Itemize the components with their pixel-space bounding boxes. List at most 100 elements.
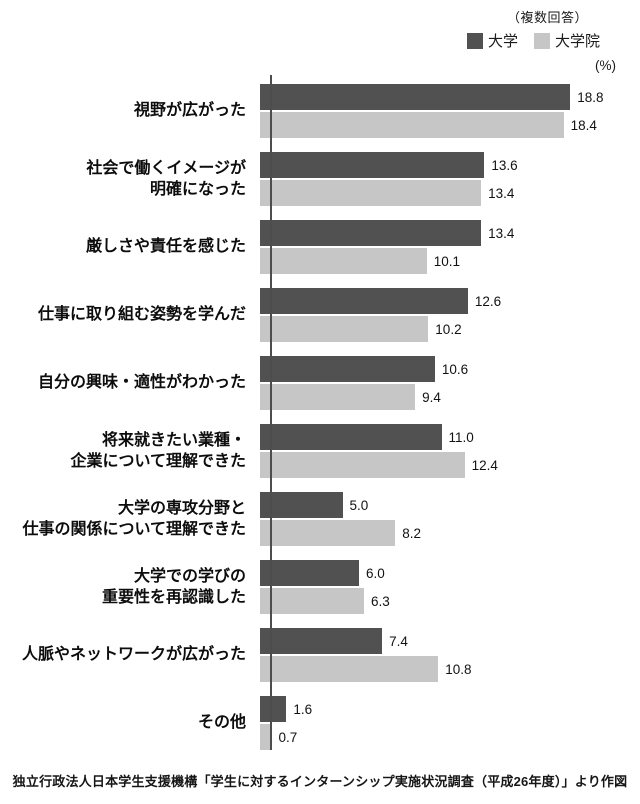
bar-university (260, 288, 468, 314)
chart-row: 社会で働くイメージが 明確になった 13.6 13.4 (0, 152, 640, 206)
category-label: 人脈やネットワークが広がった (21, 646, 246, 664)
bar-line: 10.1 (260, 248, 640, 274)
percent-unit-label: (%) (595, 58, 616, 73)
bar-pair: 12.6 10.2 (258, 288, 640, 342)
category-label: 視野が広がった (133, 102, 246, 120)
value-label: 8.2 (402, 525, 422, 541)
bar-university (260, 424, 442, 450)
bar-pair: 10.6 9.4 (258, 356, 640, 410)
bar-line: 7.4 (260, 628, 640, 654)
bar-pair: 6.0 6.3 (258, 560, 640, 614)
bar-gradschool (260, 384, 416, 410)
bar-pair: 11.0 12.4 (258, 424, 640, 478)
bar-pair: 13.6 13.4 (258, 152, 640, 206)
bar-line: 12.6 (260, 288, 640, 314)
bar-gradschool (260, 180, 482, 206)
category-label: 社会で働くイメージが 明確になった (86, 159, 246, 198)
y-axis-line (270, 75, 272, 750)
category-label: 大学の専攻分野と 仕事の関係について理解できた (22, 499, 246, 538)
bar-gradschool (260, 588, 364, 614)
bar-line: 9.4 (260, 384, 640, 410)
value-label: 6.0 (366, 565, 385, 581)
value-label: 1.6 (293, 701, 313, 717)
bar-pair: 1.6 0.7 (258, 696, 640, 750)
chart-row: 自分の興味・適性がわかった 10.6 9.4 (0, 356, 640, 410)
bar-university (260, 628, 383, 654)
bar-line: 6.3 (260, 588, 640, 614)
bar-line: 18.4 (260, 112, 640, 138)
value-label: 12.6 (474, 293, 502, 309)
bar-university (260, 560, 359, 586)
chart-row: 人脈やネットワークが広がった 7.4 10.8 (0, 628, 640, 682)
bar-line: 18.8 (260, 84, 640, 110)
value-label: 7.4 (389, 633, 408, 649)
bar-gradschool (260, 248, 427, 274)
chart-row: 大学の専攻分野と 仕事の関係について理解できた 5.0 8.2 (0, 492, 640, 546)
value-label: 13.4 (488, 185, 515, 201)
chart-row: 仕事に取り組む姿勢を学んだ 12.6 10.2 (0, 288, 640, 342)
bar-university (260, 220, 482, 246)
bar-line: 10.6 (260, 356, 640, 382)
value-label: 10.6 (441, 361, 469, 377)
bar-line: 6.0 (260, 560, 640, 586)
legend-item-gradschool: 大学院 (533, 30, 600, 51)
category-label: 大学での学びの 重要性を再認識した (101, 567, 246, 606)
bar-line: 5.0 (260, 492, 640, 518)
bar-gradschool (260, 656, 439, 682)
chart-row: 厳しさや責任を感じた 13.4 10.1 (0, 220, 640, 274)
chart-row: 将来就きたい業種・ 企業について理解できた 11.0 12.4 (0, 424, 640, 478)
value-label: 18.4 (570, 117, 597, 133)
chart-row: 視野が広がった 18.8 18.4 (0, 84, 640, 138)
bar-line: 13.6 (260, 152, 640, 178)
bar-pair: 7.4 10.8 (258, 628, 640, 682)
category-label: 将来就きたい業種・ 企業について理解できた (70, 431, 246, 470)
value-label: 5.0 (349, 497, 369, 513)
bar-line: 12.4 (260, 452, 640, 478)
value-label: 13.4 (488, 225, 515, 241)
value-label: 12.4 (471, 457, 498, 473)
bar-line: 8.2 (260, 520, 640, 546)
bar-pair: 13.4 10.1 (258, 220, 640, 274)
chart-plot-area: 視野が広がった 18.8 18.4 社会で働くイメージが 明確になった 13.6 13.4… (0, 75, 640, 750)
value-label: 6.3 (371, 593, 390, 609)
chart-row: 大学での学びの 重要性を再認識した 6.0 6.3 (0, 560, 640, 614)
chart-header: （複数回答） 大学 大学院 (%) (0, 0, 640, 84)
legend-swatch-gradschool (533, 32, 550, 49)
multiple-answer-note: （複数回答） (506, 10, 588, 25)
legend-swatch-university (466, 32, 483, 49)
category-label: その他 (197, 714, 246, 732)
value-label: 10.2 (435, 321, 462, 337)
category-label: 仕事に取り組む姿勢を学んだ (37, 306, 246, 324)
bar-line: 0.7 (260, 724, 640, 750)
bar-university (260, 84, 571, 110)
bar-line: 1.6 (260, 696, 640, 722)
bar-gradschool (260, 724, 272, 750)
bar-line: 10.2 (260, 316, 640, 342)
bar-line: 11.0 (260, 424, 640, 450)
bar-line: 10.8 (260, 656, 640, 682)
bar-pair: 18.8 18.4 (258, 84, 640, 138)
value-label: 13.6 (491, 157, 518, 173)
legend-label-university: 大学 (487, 33, 518, 50)
value-label: 11.0 (448, 429, 474, 445)
bar-line: 13.4 (260, 220, 640, 246)
value-label: 18.8 (577, 89, 604, 105)
category-label: 自分の興味・適性がわかった (37, 374, 246, 392)
bar-university (260, 696, 287, 722)
legend: 大学 大学院 (466, 30, 600, 51)
bar-gradschool (260, 452, 465, 478)
value-label: 10.8 (445, 661, 472, 677)
value-label: 10.1 (433, 253, 460, 269)
bar-university (260, 152, 485, 178)
value-label: 0.7 (278, 729, 298, 745)
value-label: 9.4 (422, 389, 441, 405)
category-label: 厳しさや責任を感じた (85, 238, 246, 256)
bar-line: 13.4 (260, 180, 640, 206)
legend-item-university: 大学 (466, 30, 518, 51)
bar-pair: 5.0 8.2 (258, 492, 640, 546)
chart-row: その他 1.6 0.7 (0, 696, 640, 750)
bar-gradschool (260, 112, 564, 138)
bar-gradschool (260, 520, 396, 546)
bar-university (260, 356, 435, 382)
